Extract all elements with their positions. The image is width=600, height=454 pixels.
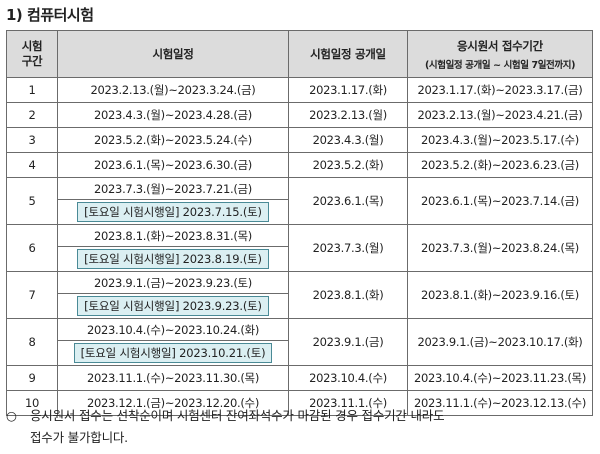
table-row: 1 2023.2.13.(월)~2023.3.24.(금) 2023.1.17.…	[6, 77, 593, 103]
exam-period: 2023.9.1.(금)~2023.9.23.(토)	[57, 271, 289, 294]
section-number: 8	[6, 318, 58, 366]
saturday-exam-cell: [토요일 시험시행일] 2023.9.23.(토)	[57, 293, 289, 319]
section-number: 1	[6, 77, 58, 103]
table-row: 4 2023.6.1.(목)~2023.6.30.(금) 2023.5.2.(화…	[6, 152, 593, 178]
header-application-label: 응시원서 접수기간	[457, 38, 543, 53]
table-row-saturday: [토요일 시험시행일] 2023.10.21.(토)	[7, 340, 593, 366]
header-application-period: 응시원서 접수기간 (시험일정 공개일 ~ 시험일 7일전까지)	[407, 30, 593, 78]
announce-date: 2023.8.1.(화)	[288, 271, 408, 319]
table-row-saturday: [토요일 시험시행일] 2023.7.15.(토)	[7, 199, 593, 225]
table-row: 6 2023.8.1.(화)~2023.8.31.(목) 2023.7.3.(월…	[6, 224, 593, 272]
application-period: 2023.10.4.(수)~2023.11.23.(목)	[407, 365, 593, 391]
section-title: 1) 컴퓨터시험	[6, 6, 94, 24]
section-number: 2	[6, 102, 58, 128]
table-row: 9 2023.11.1.(수)~2023.11.30.(목) 2023.10.4…	[6, 365, 593, 391]
announce-date: 2023.9.1.(금)	[288, 318, 408, 366]
application-period: 2023.2.13.(월)~2023.4.21.(금)	[407, 102, 593, 128]
section-number: 9	[6, 365, 58, 391]
announce-date: 2023.6.1.(목)	[288, 177, 408, 225]
header-exam-dates: 시험일정	[57, 30, 289, 78]
section-number: 7	[6, 271, 58, 319]
notice: ○ 응시원서 접수는 선착순이며 시험센터 잔여좌석수가 마감된 경우 접수기간 …	[6, 405, 596, 449]
section-number: 5	[6, 177, 58, 225]
circle-bullet-icon: ○	[6, 408, 17, 423]
saturday-exam-date: [토요일 시험시행일] 2023.8.19.(토)	[77, 249, 269, 269]
application-period: 2023.1.17.(화)~2023.3.17.(금)	[407, 77, 593, 103]
application-period: 2023.8.1.(화)~2023.9.16.(토)	[407, 271, 593, 319]
table-header-row: 시험 구간 시험일정 시험일정 공개일 응시원서 접수기간 (시험일정 공개일 …	[6, 30, 593, 78]
announce-date: 2023.2.13.(월)	[288, 102, 408, 128]
exam-period: 2023.11.1.(수)~2023.11.30.(목)	[57, 365, 289, 391]
exam-period: 2023.12.1.(금)~2023.12.20.(수)	[57, 390, 289, 416]
table-row: 3 2023.5.2.(화)~2023.5.24.(수) 2023.4.3.(월…	[6, 127, 593, 153]
table-row: 10 2023.12.1.(금)~2023.12.20.(수) 2023.11.…	[6, 390, 593, 416]
exam-schedule-table: 시험 구간 시험일정 시험일정 공개일 응시원서 접수기간 (시험일정 공개일 …	[6, 30, 593, 416]
announce-date: 2023.11.1.(수)	[288, 390, 408, 416]
exam-period: 2023.5.2.(화)~2023.5.24.(수)	[57, 127, 289, 153]
notice-line-1: 응시원서 접수는 선착순이며 시험센터 잔여좌석수가 마감된 경우 접수기간 내…	[30, 408, 445, 423]
saturday-exam-date: [토요일 시험시행일] 2023.7.15.(토)	[77, 202, 269, 222]
application-period: 2023.11.1.(수)~2023.12.13.(수)	[407, 390, 593, 416]
exam-period: 2023.2.13.(월)~2023.3.24.(금)	[57, 77, 289, 103]
exam-period: 2023.7.3.(월)~2023.7.21.(금)	[57, 177, 289, 200]
exam-period: 2023.8.1.(화)~2023.8.31.(목)	[57, 224, 289, 247]
application-period: 2023.9.1.(금)~2023.10.17.(화)	[407, 318, 593, 366]
announce-date: 2023.7.3.(월)	[288, 224, 408, 272]
section-number: 3	[6, 127, 58, 153]
saturday-exam-cell: [토요일 시험시행일] 2023.8.19.(토)	[57, 246, 289, 272]
saturday-exam-date: [토요일 시험시행일] 2023.10.21.(토)	[73, 343, 273, 363]
application-period: 2023.5.2.(화)~2023.6.23.(금)	[407, 152, 593, 178]
announce-date: 2023.10.4.(수)	[288, 365, 408, 391]
saturday-exam-cell: [토요일 시험시행일] 2023.10.21.(토)	[57, 340, 289, 366]
announce-date: 2023.4.3.(월)	[288, 127, 408, 153]
application-period: 2023.4.3.(월)~2023.5.17.(수)	[407, 127, 593, 153]
notice-line-2: 접수가 불가합니다.	[30, 430, 128, 445]
exam-period: 2023.6.1.(목)~2023.6.30.(금)	[57, 152, 289, 178]
section-number: 6	[6, 224, 58, 272]
table-row: 7 2023.9.1.(금)~2023.9.23.(토) 2023.8.1.(화…	[6, 271, 593, 319]
section-number: 10	[6, 390, 58, 416]
announce-date: 2023.5.2.(화)	[288, 152, 408, 178]
announce-date: 2023.1.17.(화)	[288, 77, 408, 103]
application-period: 2023.6.1.(목)~2023.7.14.(금)	[407, 177, 593, 225]
exam-period: 2023.4.3.(월)~2023.4.28.(금)	[57, 102, 289, 128]
exam-period: 2023.10.4.(수)~2023.10.24.(화)	[57, 318, 289, 341]
saturday-exam-cell: [토요일 시험시행일] 2023.7.15.(토)	[57, 199, 289, 225]
saturday-exam-date: [토요일 시험시행일] 2023.9.23.(토)	[77, 296, 269, 316]
table-row-saturday: [토요일 시험시행일] 2023.9.23.(토)	[7, 293, 593, 319]
table-row: 8 2023.10.4.(수)~2023.10.24.(화) 2023.9.1.…	[6, 318, 593, 366]
table-row-saturday: [토요일 시험시행일] 2023.8.19.(토)	[7, 246, 593, 272]
section-number: 4	[6, 152, 58, 178]
table-row: 2 2023.4.3.(월)~2023.4.28.(금) 2023.2.13.(…	[6, 102, 593, 128]
header-announce-date: 시험일정 공개일	[288, 30, 408, 78]
application-period: 2023.7.3.(월)~2023.8.24.(목)	[407, 224, 593, 272]
header-application-sub: (시험일정 공개일 ~ 시험일 7일전까지)	[424, 59, 576, 71]
header-section: 시험 구간	[6, 30, 58, 78]
table-row: 5 2023.7.3.(월)~2023.7.21.(금) 2023.6.1.(목…	[6, 177, 593, 225]
